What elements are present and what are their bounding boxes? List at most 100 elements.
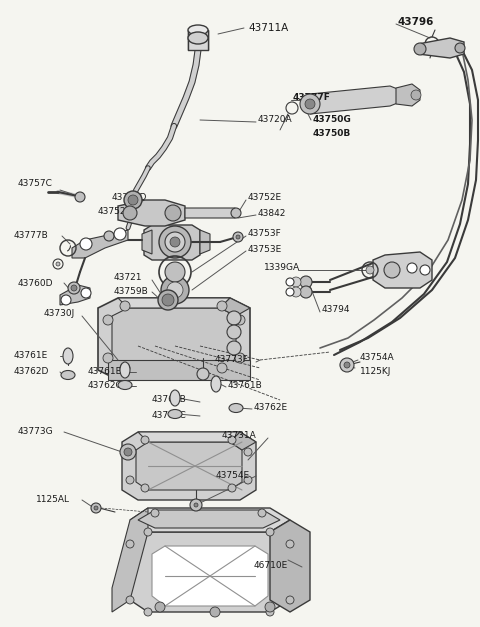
Circle shape bbox=[75, 192, 85, 202]
Polygon shape bbox=[98, 298, 250, 380]
Circle shape bbox=[244, 476, 252, 484]
Circle shape bbox=[291, 287, 301, 297]
Circle shape bbox=[126, 596, 134, 604]
Text: 43753E: 43753E bbox=[248, 245, 282, 253]
Circle shape bbox=[165, 205, 181, 221]
Polygon shape bbox=[373, 252, 432, 288]
Text: 43762E: 43762E bbox=[254, 403, 288, 411]
Circle shape bbox=[210, 607, 220, 617]
Polygon shape bbox=[118, 298, 230, 308]
Circle shape bbox=[407, 263, 417, 273]
Polygon shape bbox=[112, 308, 236, 370]
Circle shape bbox=[286, 278, 294, 286]
Text: 43757C: 43757C bbox=[18, 179, 53, 187]
Circle shape bbox=[91, 503, 101, 513]
Ellipse shape bbox=[61, 371, 75, 379]
Text: 1339GA: 1339GA bbox=[264, 263, 300, 273]
Circle shape bbox=[366, 266, 374, 274]
Ellipse shape bbox=[188, 25, 208, 35]
Circle shape bbox=[165, 232, 185, 252]
Circle shape bbox=[286, 540, 294, 548]
Text: 43761B: 43761B bbox=[152, 396, 187, 404]
Circle shape bbox=[120, 363, 130, 373]
Polygon shape bbox=[72, 230, 128, 258]
Ellipse shape bbox=[211, 376, 221, 392]
Polygon shape bbox=[200, 230, 210, 254]
Circle shape bbox=[235, 353, 245, 363]
Text: 43731A: 43731A bbox=[222, 431, 257, 441]
Polygon shape bbox=[185, 208, 238, 218]
Circle shape bbox=[227, 325, 241, 339]
Circle shape bbox=[126, 448, 134, 456]
Circle shape bbox=[300, 276, 312, 288]
Ellipse shape bbox=[170, 390, 180, 406]
Text: 43761B: 43761B bbox=[228, 381, 263, 391]
Circle shape bbox=[266, 528, 274, 536]
Circle shape bbox=[161, 276, 189, 304]
Text: 43773G: 43773G bbox=[18, 428, 54, 436]
Polygon shape bbox=[108, 360, 250, 380]
Text: 43750G: 43750G bbox=[313, 115, 352, 125]
Circle shape bbox=[68, 282, 80, 294]
Circle shape bbox=[128, 195, 138, 205]
Circle shape bbox=[103, 353, 113, 363]
Circle shape bbox=[300, 286, 312, 298]
Text: 43796: 43796 bbox=[398, 17, 434, 27]
Text: 43762D: 43762D bbox=[14, 367, 49, 376]
Circle shape bbox=[291, 277, 301, 287]
Circle shape bbox=[217, 363, 227, 373]
Circle shape bbox=[286, 288, 294, 296]
Circle shape bbox=[420, 265, 430, 275]
Circle shape bbox=[233, 232, 243, 242]
Polygon shape bbox=[220, 298, 250, 316]
Ellipse shape bbox=[63, 348, 73, 364]
Ellipse shape bbox=[118, 381, 132, 389]
Text: 43842: 43842 bbox=[258, 209, 287, 218]
Polygon shape bbox=[118, 200, 185, 226]
Polygon shape bbox=[130, 508, 290, 532]
Circle shape bbox=[144, 528, 152, 536]
Circle shape bbox=[217, 301, 227, 311]
Circle shape bbox=[286, 596, 294, 604]
Text: 43754A: 43754A bbox=[360, 354, 395, 362]
Ellipse shape bbox=[168, 409, 182, 418]
Circle shape bbox=[411, 90, 421, 100]
Polygon shape bbox=[138, 510, 280, 528]
Circle shape bbox=[231, 208, 241, 218]
Text: 43761B: 43761B bbox=[88, 367, 123, 376]
Text: 43730J: 43730J bbox=[44, 310, 75, 319]
Circle shape bbox=[61, 295, 71, 305]
Polygon shape bbox=[142, 230, 152, 254]
Circle shape bbox=[194, 503, 198, 507]
Circle shape bbox=[266, 608, 274, 616]
Polygon shape bbox=[152, 546, 268, 606]
Circle shape bbox=[300, 94, 320, 114]
Circle shape bbox=[244, 448, 252, 456]
Polygon shape bbox=[230, 432, 256, 450]
Circle shape bbox=[120, 301, 130, 311]
Polygon shape bbox=[138, 432, 240, 442]
Circle shape bbox=[141, 436, 149, 444]
Text: 43754E: 43754E bbox=[216, 472, 250, 480]
Polygon shape bbox=[60, 285, 90, 305]
Circle shape bbox=[228, 436, 236, 444]
Polygon shape bbox=[112, 508, 148, 612]
Circle shape bbox=[159, 226, 191, 258]
Circle shape bbox=[114, 228, 126, 240]
Circle shape bbox=[305, 99, 315, 109]
Ellipse shape bbox=[188, 32, 208, 44]
Text: 43721: 43721 bbox=[114, 273, 143, 283]
Circle shape bbox=[235, 315, 245, 325]
Text: 43794: 43794 bbox=[322, 305, 350, 315]
Ellipse shape bbox=[229, 404, 243, 413]
Circle shape bbox=[340, 358, 354, 372]
Text: 43759B: 43759B bbox=[114, 288, 149, 297]
Circle shape bbox=[141, 484, 149, 492]
Text: 43752E: 43752E bbox=[248, 194, 282, 203]
Text: 43777F: 43777F bbox=[293, 93, 331, 102]
Ellipse shape bbox=[120, 362, 130, 378]
Text: 43760D: 43760D bbox=[18, 278, 53, 288]
Circle shape bbox=[151, 509, 159, 517]
Text: 43777B: 43777B bbox=[14, 231, 49, 241]
Circle shape bbox=[124, 191, 142, 209]
